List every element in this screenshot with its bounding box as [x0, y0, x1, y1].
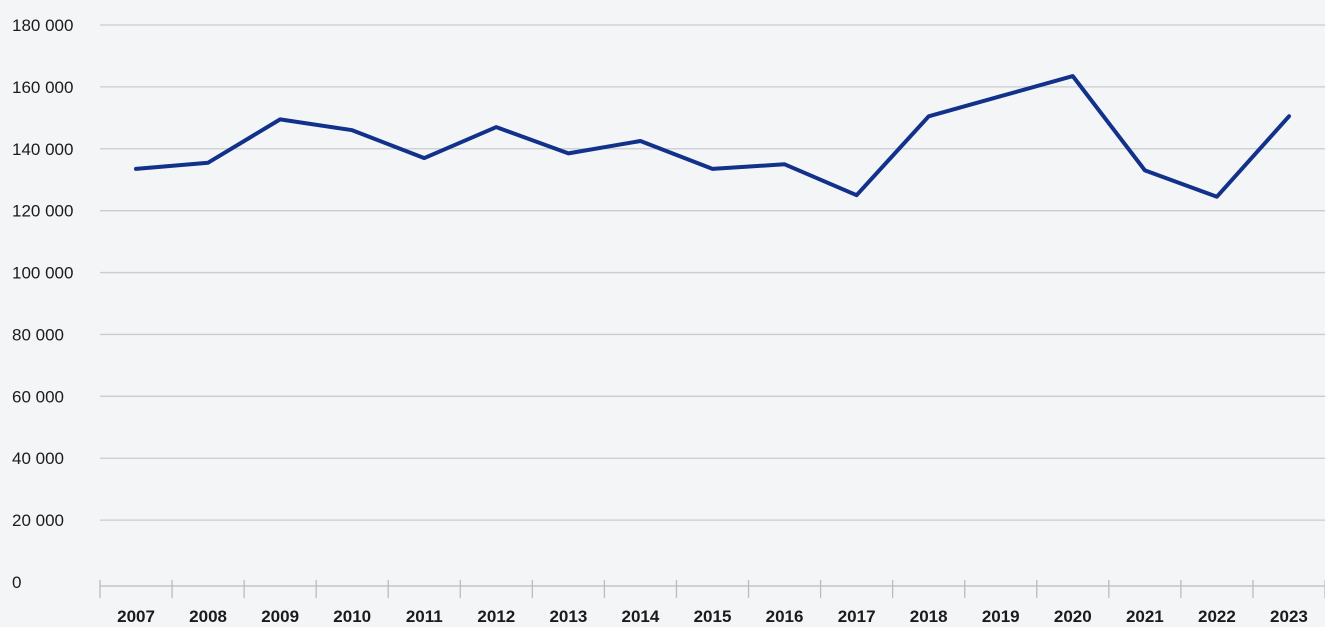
x-tick-label: 2012: [477, 607, 515, 626]
x-tick-label: 2023: [1270, 607, 1308, 626]
data-point: [1071, 74, 1075, 78]
x-tick-label: 2021: [1126, 607, 1164, 626]
data-point: [494, 125, 498, 129]
y-tick-label: 140 000: [12, 140, 73, 159]
y-tick-label: 40 000: [12, 449, 64, 468]
x-tick-label: 2010: [333, 607, 371, 626]
x-tick-label: 2007: [117, 607, 155, 626]
x-tick-label: 2017: [838, 607, 876, 626]
data-point: [1287, 114, 1291, 118]
data-point: [422, 156, 426, 160]
data-point: [566, 151, 570, 155]
data-point: [1143, 168, 1147, 172]
data-point: [855, 193, 859, 197]
x-tick-label: 2019: [982, 607, 1020, 626]
x-tick-label: 2020: [1054, 607, 1092, 626]
data-point: [783, 162, 787, 166]
series-line: [134, 74, 1291, 199]
x-tick-label: 2015: [694, 607, 732, 626]
y-tick-label: 160 000: [12, 78, 73, 97]
data-point: [638, 139, 642, 143]
x-tick-label: 2016: [766, 607, 804, 626]
y-tick-label: 0: [12, 573, 21, 592]
y-tick-label: 180 000: [12, 16, 73, 35]
y-tick-label: 80 000: [12, 325, 64, 344]
x-tick-label: 2009: [261, 607, 299, 626]
series-layer: [134, 74, 1291, 199]
x-tick-label: 2008: [189, 607, 227, 626]
y-tick-label: 120 000: [12, 202, 73, 221]
x-axis: 2007 2008 2009 2010 2011 2012 2013 2014 2015 2016…: [99, 580, 1325, 626]
x-tick-label: 2018: [910, 607, 948, 626]
y-tick-label: 100 000: [12, 264, 73, 283]
y-tick-label: 60 000: [12, 387, 64, 406]
data-point: [999, 94, 1003, 98]
y-axis: 0 20 000 40 000 60 000 80 000 100 000 120 000 1…: [12, 16, 73, 592]
x-tick-label: 2011: [406, 607, 443, 626]
y-tick-label: 20 000: [12, 511, 64, 530]
data-point: [134, 167, 138, 171]
x-tick-label: 2013: [549, 607, 587, 626]
grid-lines: [100, 24, 1325, 521]
x-tick-label: 2022: [1198, 607, 1236, 626]
data-point: [927, 114, 931, 118]
data-point: [206, 161, 210, 165]
data-point: [350, 128, 354, 132]
x-tick-label: 2014: [622, 607, 660, 626]
data-point: [711, 167, 715, 171]
data-point: [1215, 195, 1219, 199]
data-point: [278, 117, 282, 121]
